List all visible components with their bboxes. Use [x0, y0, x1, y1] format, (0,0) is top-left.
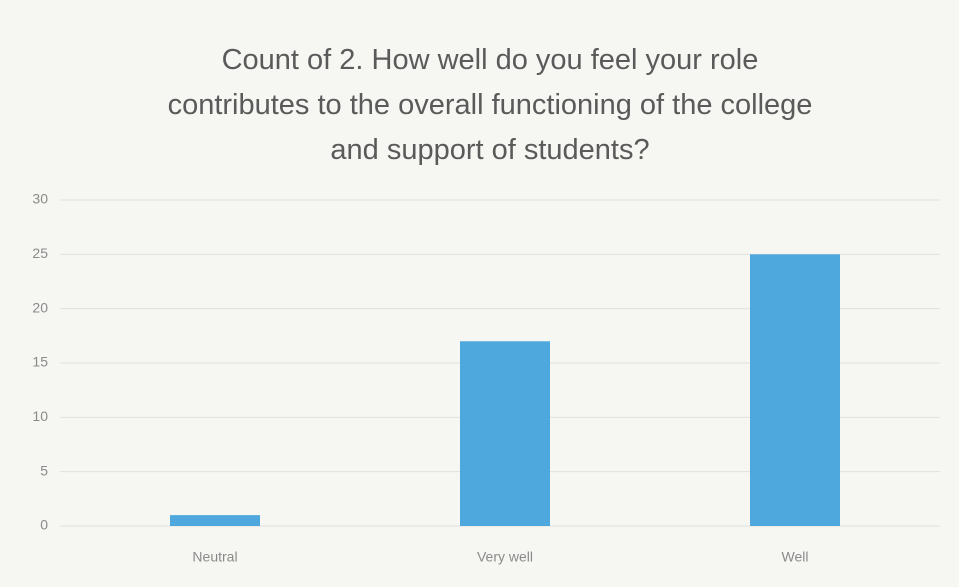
y-tick-label: 10 [32, 408, 48, 424]
y-tick-label: 0 [40, 517, 48, 533]
y-tick-label: 20 [32, 299, 48, 315]
bar [460, 341, 550, 526]
chart-title: Count of 2. How well do you feel your ro… [167, 44, 813, 166]
bar [170, 515, 260, 526]
y-tick-label: 25 [32, 245, 48, 261]
x-tick-label: Well [782, 549, 809, 565]
x-tick-label: Very well [477, 549, 533, 565]
y-tick-label: 15 [32, 354, 48, 370]
y-tick-label: 5 [40, 462, 48, 478]
x-tick-label: Neutral [192, 549, 237, 565]
y-tick-label: 30 [32, 191, 48, 207]
bar [750, 254, 840, 527]
